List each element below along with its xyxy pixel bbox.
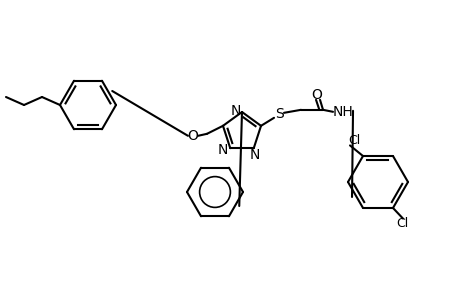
Text: Cl: Cl xyxy=(395,217,407,230)
Text: S: S xyxy=(274,107,283,121)
Text: Cl: Cl xyxy=(347,134,359,147)
Text: N: N xyxy=(249,148,259,162)
Text: O: O xyxy=(311,88,322,102)
Text: O: O xyxy=(187,129,198,143)
Text: N: N xyxy=(230,104,241,118)
Text: NH: NH xyxy=(332,105,353,119)
Text: N: N xyxy=(218,143,228,157)
